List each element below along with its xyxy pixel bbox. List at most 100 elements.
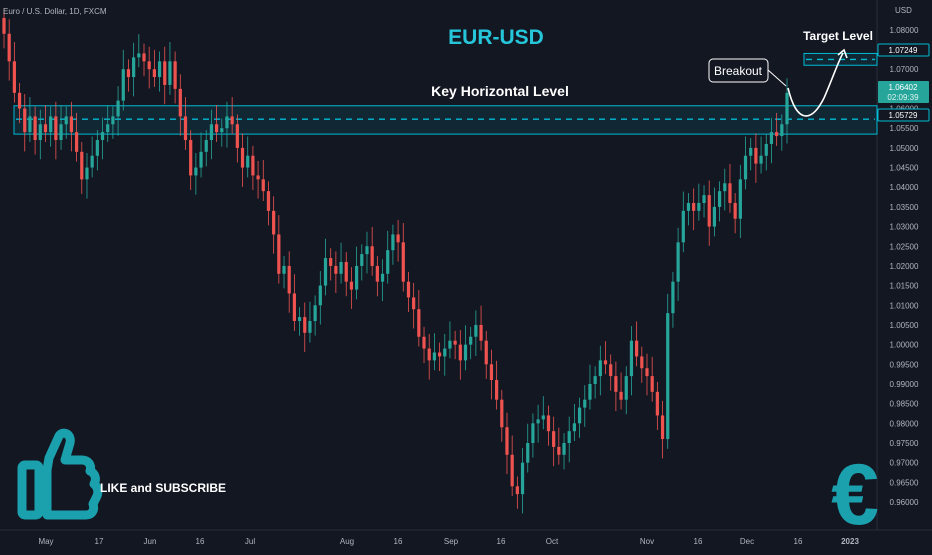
- candle-body: [334, 265, 338, 274]
- candle-body: [391, 234, 395, 251]
- x-tick-label: 16: [497, 537, 506, 546]
- y-tick-label: 0.98000: [890, 419, 919, 428]
- candle-body: [692, 202, 696, 211]
- candle-body: [272, 210, 276, 235]
- candle-body: [80, 151, 84, 180]
- candle-body: [54, 116, 58, 141]
- x-tick-label: 16: [694, 537, 703, 546]
- key-level-price-text: 1.05729: [889, 111, 918, 120]
- candle-body: [707, 195, 711, 227]
- candle-body: [303, 317, 307, 333]
- candle-body: [152, 69, 156, 78]
- candle-body: [163, 61, 167, 85]
- candle-body: [702, 195, 706, 203]
- candle-body: [624, 376, 628, 400]
- y-tick-label: 0.96500: [890, 478, 919, 487]
- countdown-text: 02:09:39: [887, 93, 919, 102]
- candle-body: [147, 61, 151, 70]
- candle-body: [12, 61, 16, 93]
- candle-body: [780, 124, 784, 137]
- candle-body: [640, 356, 644, 369]
- x-tick-label: 17: [95, 537, 104, 546]
- candle-body: [28, 116, 32, 133]
- candle-body: [266, 191, 271, 211]
- y-tick-label: 1.02500: [890, 242, 919, 251]
- candle-body: [577, 407, 582, 424]
- candle-body: [126, 69, 131, 78]
- candle-body: [593, 376, 597, 384]
- candle-body: [552, 431, 556, 447]
- candle-body: [43, 124, 48, 133]
- candle-body: [417, 309, 421, 337]
- current-price-text: 1.06402: [889, 83, 918, 92]
- candle-body: [743, 155, 748, 180]
- candle-body: [660, 415, 665, 440]
- y-tick-label: 1.01000: [890, 301, 919, 310]
- candle-body: [64, 116, 68, 125]
- y-tick-label: 1.08000: [890, 26, 919, 35]
- candle-body: [261, 179, 265, 192]
- candle-body: [738, 179, 742, 219]
- candle-body: [189, 140, 193, 176]
- candle-body: [546, 415, 551, 432]
- current-price-badge: 1.06402 02:09:39: [878, 81, 929, 103]
- candle-body: [437, 352, 442, 357]
- candle-body: [199, 151, 203, 168]
- candle-body: [443, 348, 447, 357]
- candle-body: [479, 324, 483, 341]
- candle-body: [121, 69, 125, 101]
- candle-body: [355, 265, 359, 290]
- candle-body: [282, 265, 286, 274]
- key-level-label: Key Horizontal Level: [431, 83, 569, 99]
- candle-body: [246, 155, 250, 168]
- x-tick-label: 2023: [841, 537, 859, 546]
- candle-body: [526, 442, 530, 463]
- candle-body: [386, 250, 390, 274]
- y-tick-label: 1.04000: [890, 183, 919, 192]
- candle-body: [240, 147, 245, 168]
- candle-body: [728, 183, 732, 203]
- candle-body: [116, 100, 120, 117]
- candle-body: [132, 57, 136, 78]
- candle-body: [225, 116, 229, 129]
- candle-body: [520, 462, 525, 495]
- candle-body: [209, 124, 214, 141]
- key-level-zone: [13, 105, 878, 135]
- y-tick-label: 1.00000: [890, 341, 919, 350]
- candle-body: [588, 383, 592, 400]
- candle-body: [655, 391, 659, 416]
- candle-body: [214, 124, 219, 133]
- candle-body: [676, 242, 680, 282]
- candle-body: [572, 423, 577, 432]
- candle-body: [38, 124, 42, 141]
- candle-body: [567, 431, 571, 443]
- like-subscribe-text: LIKE and SUBSCRIBE: [100, 481, 226, 495]
- candle-body: [500, 399, 504, 428]
- y-tick-label: 1.00500: [890, 321, 919, 330]
- candle-body: [380, 273, 385, 282]
- x-tick-label: Jul: [245, 537, 255, 546]
- candle-body: [453, 340, 457, 345]
- candle-body: [33, 116, 37, 141]
- candle-body: [59, 124, 63, 141]
- y-tick-label: 0.99000: [890, 380, 919, 389]
- candle-body: [106, 124, 110, 133]
- candle-body: [183, 116, 188, 141]
- euro-icon: €: [831, 447, 879, 543]
- candle-body: [329, 258, 333, 266]
- x-tick-label: 16: [196, 537, 205, 546]
- candle-body: [95, 140, 99, 156]
- candle-body: [308, 321, 312, 333]
- candle-body: [360, 254, 364, 266]
- candle-body: [178, 88, 182, 117]
- chart-title: EUR-USD: [448, 26, 544, 49]
- candle-body: [111, 116, 115, 125]
- candle-body: [370, 246, 374, 266]
- candle-body: [614, 376, 618, 392]
- y-tick-label: 1.07000: [890, 65, 919, 74]
- candle-body: [536, 419, 540, 424]
- candle-body: [754, 147, 758, 164]
- candle-body: [100, 132, 105, 141]
- candle-body: [292, 293, 296, 322]
